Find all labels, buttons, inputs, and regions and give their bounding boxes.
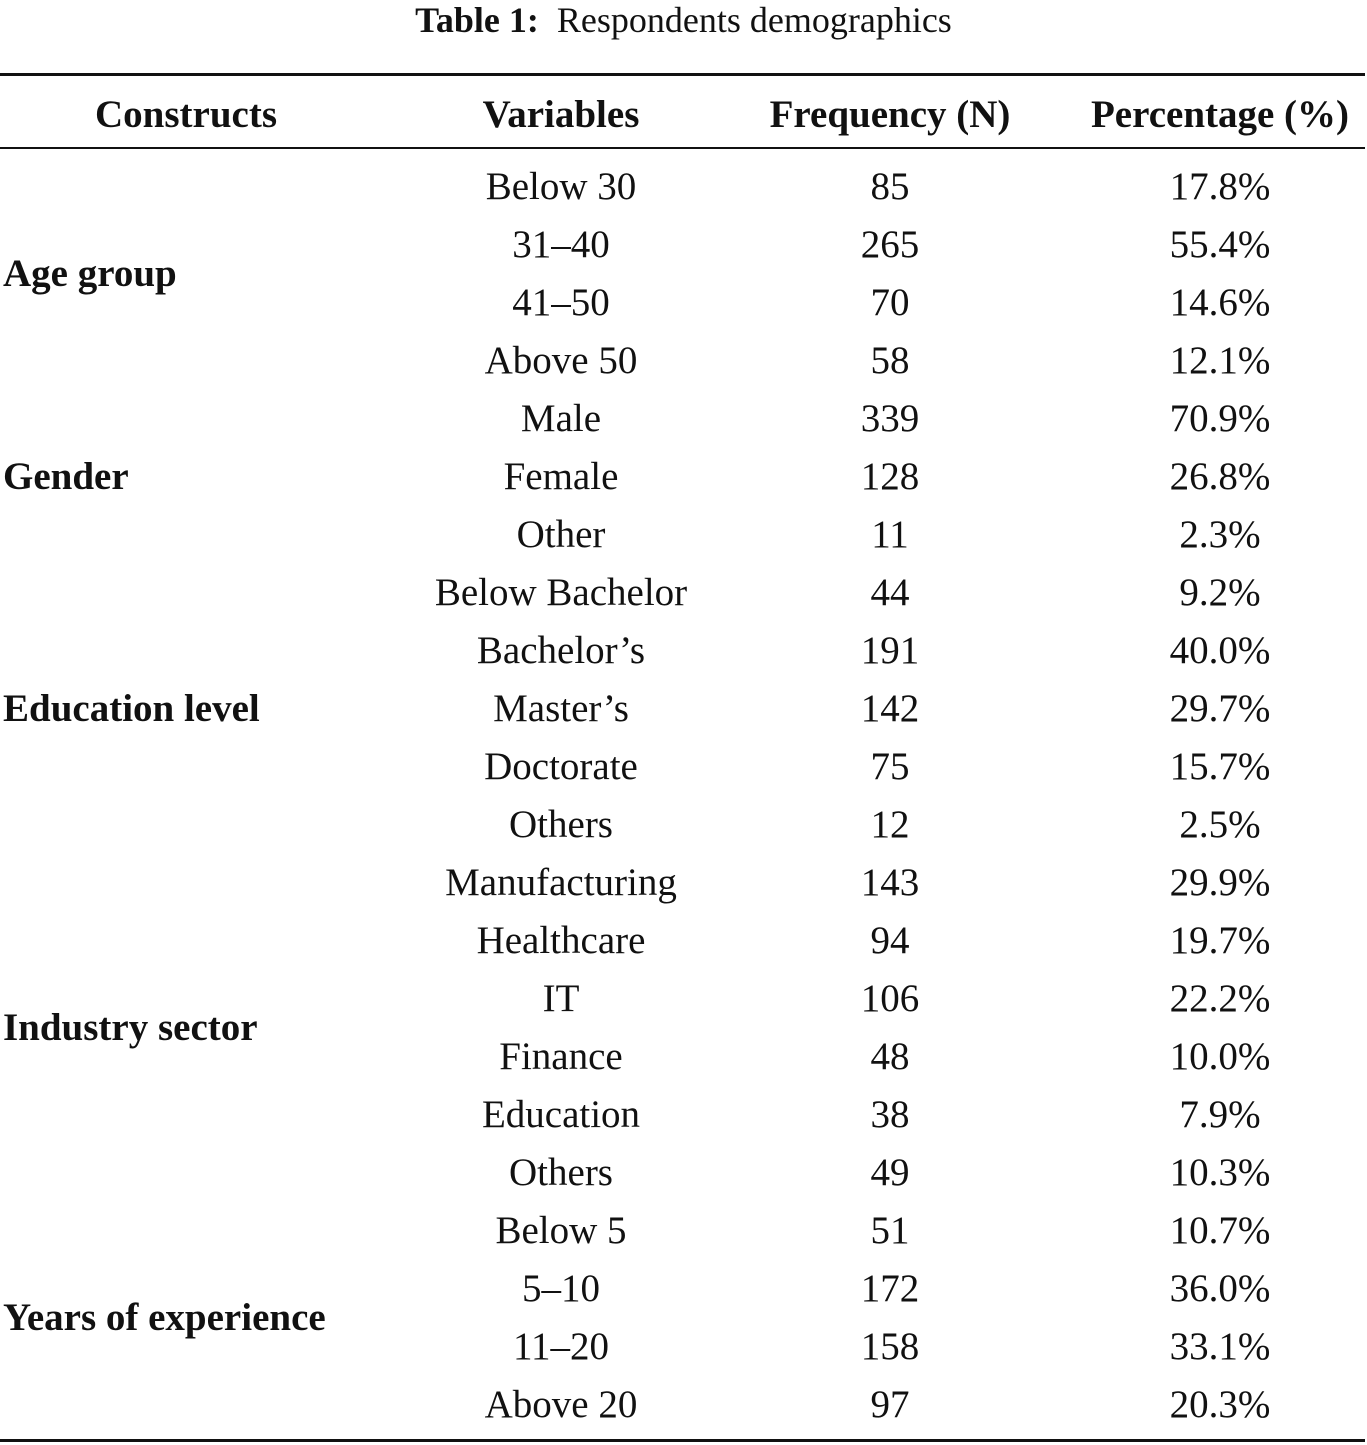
frequency-cell: 51 xyxy=(870,1209,910,1252)
frequency-cell: 128 xyxy=(860,455,920,498)
percentage-cell: 29.9% xyxy=(1169,861,1271,904)
percentage-cell: 10.3% xyxy=(1169,1151,1271,1194)
variable-cell: Finance xyxy=(499,1035,623,1078)
variable-cell: Other xyxy=(516,513,606,556)
variable-cell: Male xyxy=(520,397,602,440)
variable-cell: Others xyxy=(509,803,613,846)
frequency-cell: 172 xyxy=(860,1267,920,1310)
variable-cell: Below Bachelor xyxy=(434,571,688,614)
variable-cell: Bachelor’s xyxy=(476,629,646,672)
percentage-cell: 14.6% xyxy=(1169,281,1271,324)
variable-cell: Healthcare xyxy=(476,919,646,962)
percentage-cell: 40.0% xyxy=(1169,629,1271,672)
frequency-cell: 48 xyxy=(870,1035,910,1078)
percentage-cell: 15.7% xyxy=(1169,745,1271,788)
variable-cell: Below 30 xyxy=(485,165,637,208)
frequency-cell: 49 xyxy=(870,1151,910,1194)
frequency-cell: 265 xyxy=(860,223,920,266)
frequency-cell: 38 xyxy=(870,1093,910,1136)
header-rule xyxy=(0,147,1365,149)
percentage-cell: 10.7% xyxy=(1169,1209,1271,1252)
percentage-cell: 2.3% xyxy=(1179,513,1261,556)
column-header: Constructs xyxy=(95,93,277,136)
frequency-cell: 143 xyxy=(860,861,920,904)
percentage-cell: 20.3% xyxy=(1169,1383,1271,1426)
percentage-cell: 10.0% xyxy=(1169,1035,1271,1078)
percentage-cell: 22.2% xyxy=(1169,977,1271,1020)
caption-label: Table 1: xyxy=(415,0,539,40)
variable-cell: Manufacturing xyxy=(445,861,677,904)
variable-cell: Doctorate xyxy=(484,745,638,788)
frequency-cell: 94 xyxy=(870,919,910,962)
variable-cell: Master’s xyxy=(493,687,629,730)
variable-cell: Education xyxy=(481,1093,641,1136)
variable-cell: Below 5 xyxy=(495,1209,627,1252)
percentage-cell: 26.8% xyxy=(1169,455,1271,498)
construct-cell: Industry sector xyxy=(3,1006,258,1049)
column-header: Variables xyxy=(482,93,640,136)
percentage-cell: 70.9% xyxy=(1169,397,1271,440)
frequency-cell: 44 xyxy=(870,571,910,614)
caption-text: Respondents demographics xyxy=(556,0,952,40)
column-header: Percentage (%) xyxy=(1090,93,1350,136)
frequency-cell: 11 xyxy=(871,513,909,556)
frequency-cell: 106 xyxy=(860,977,920,1020)
caption: Table 1: Respondents demographics xyxy=(0,0,1367,40)
variable-cell: 41–50 xyxy=(512,281,610,324)
variable-cell: IT xyxy=(542,977,580,1020)
construct-cell: Gender xyxy=(3,455,129,498)
frequency-cell: 339 xyxy=(860,397,920,440)
percentage-cell: 33.1% xyxy=(1169,1325,1271,1368)
column-header: Frequency (N) xyxy=(769,93,1011,136)
variable-cell: 11–20 xyxy=(512,1325,610,1368)
bottom-rule xyxy=(0,1439,1365,1442)
percentage-cell: 55.4% xyxy=(1169,223,1271,266)
percentage-cell: 17.8% xyxy=(1169,165,1271,208)
frequency-cell: 75 xyxy=(870,745,910,788)
top-rule xyxy=(0,73,1365,76)
frequency-cell: 70 xyxy=(870,281,910,324)
percentage-cell: 9.2% xyxy=(1179,571,1261,614)
construct-cell: Age group xyxy=(3,252,177,295)
construct-cell: Education level xyxy=(3,687,260,730)
percentage-cell: 7.9% xyxy=(1179,1093,1261,1136)
variable-cell: 5–10 xyxy=(522,1267,600,1310)
frequency-cell: 12 xyxy=(870,803,910,846)
variable-cell: Above 50 xyxy=(484,339,638,382)
percentage-cell: 2.5% xyxy=(1179,803,1261,846)
percentage-cell: 29.7% xyxy=(1169,687,1271,730)
frequency-cell: 142 xyxy=(860,687,920,730)
frequency-cell: 191 xyxy=(860,629,920,672)
frequency-cell: 85 xyxy=(870,165,910,208)
percentage-cell: 36.0% xyxy=(1169,1267,1271,1310)
variable-cell: 31–40 xyxy=(512,223,610,266)
variable-cell: Female xyxy=(503,455,619,498)
percentage-cell: 19.7% xyxy=(1169,919,1271,962)
frequency-cell: 158 xyxy=(860,1325,920,1368)
variable-cell: Others xyxy=(509,1151,613,1194)
percentage-cell: 12.1% xyxy=(1169,339,1271,382)
frequency-cell: 58 xyxy=(870,339,910,382)
variable-cell: Above 20 xyxy=(484,1383,638,1426)
construct-cell: Years of experience xyxy=(3,1296,326,1339)
frequency-cell: 97 xyxy=(870,1383,910,1426)
